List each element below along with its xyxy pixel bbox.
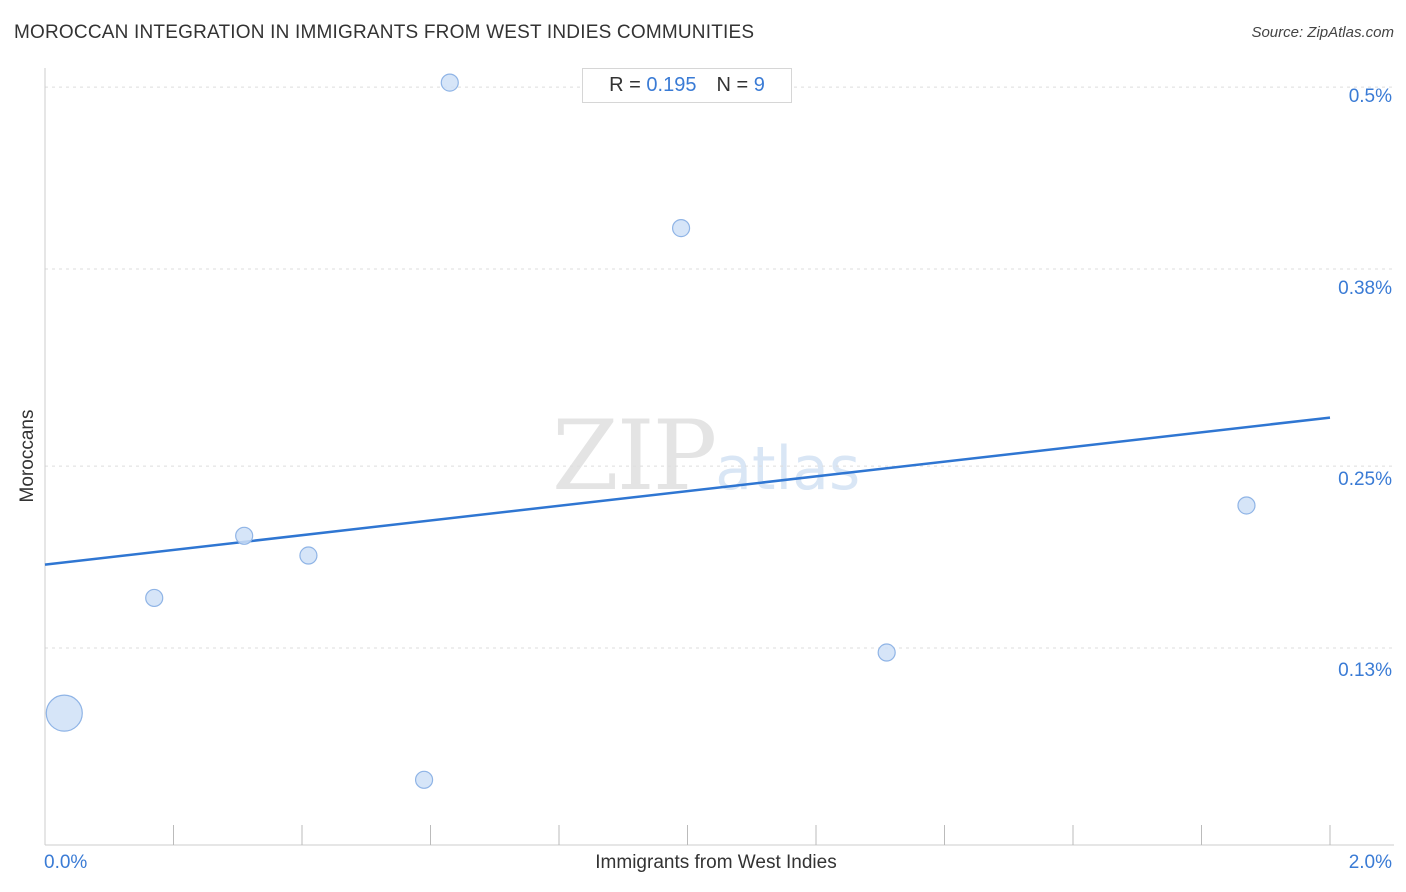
watermark-zip: ZIP	[552, 400, 717, 512]
x-tick-label: 2.0%	[1348, 852, 1392, 873]
data-point	[671, 219, 691, 238]
n-label: N =	[716, 74, 749, 96]
trend-line	[44, 416, 1331, 566]
data-points	[45, 73, 1256, 789]
data-point	[145, 588, 164, 608]
data-point	[1237, 496, 1256, 515]
correlation-stats-box: R = 0.195 N = 9	[582, 68, 792, 103]
gridlines	[45, 86, 1394, 649]
data-point	[440, 73, 459, 92]
watermark: ZIPatlas	[552, 400, 860, 512]
x-tick-marks	[173, 825, 1331, 845]
trend-layer	[44, 416, 1331, 566]
y-tick-label: 0.25%	[1338, 469, 1392, 490]
data-point	[877, 643, 896, 662]
y-tick-label: 0.13%	[1338, 660, 1392, 681]
watermark-atlas: atlas	[715, 434, 861, 504]
r-value: 0.195	[646, 74, 697, 96]
x-tick-label: 0.0%	[44, 852, 88, 873]
n-value: 9	[753, 74, 765, 96]
data-point	[299, 546, 318, 565]
y-tick-label: 0.5%	[1348, 86, 1392, 107]
source-credit: Source: ZipAtlas.com	[1251, 24, 1394, 41]
x-axis-label: Immigrants from West Indies	[595, 852, 837, 873]
y-tick-label: 0.38%	[1338, 278, 1392, 299]
data-point	[45, 694, 83, 732]
chart-title: MOROCCAN INTEGRATION IN IMMIGRANTS FROM …	[14, 22, 755, 43]
y-axis-label: Moroccans	[17, 409, 38, 503]
data-point	[414, 770, 434, 789]
r-label: R =	[609, 74, 641, 96]
data-point	[235, 526, 254, 545]
